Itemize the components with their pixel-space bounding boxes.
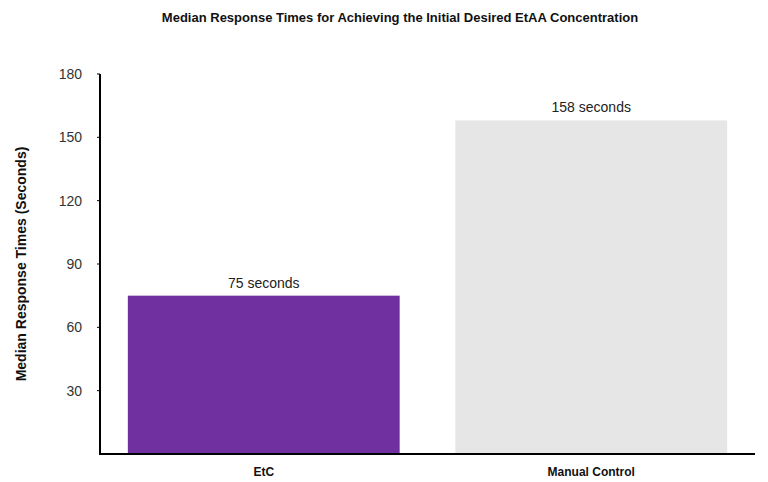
data-label: 75 seconds — [228, 275, 300, 291]
y-axis-line — [99, 74, 101, 455]
data-label: 158 seconds — [552, 99, 631, 115]
x-tick-label: Manual Control — [548, 465, 635, 479]
x-tick-label: EtC — [253, 465, 274, 479]
chart: Median Response Times for Achieving the … — [0, 0, 768, 482]
y-tick-label: 60 — [66, 319, 82, 335]
bar — [128, 296, 400, 454]
y-tick-label: 90 — [66, 256, 82, 272]
page: {"chart_data": {"type": "bar", "title": … — [0, 0, 768, 482]
y-tick-label: 120 — [59, 193, 83, 209]
y-axis-label: Median Response Times (Seconds) — [13, 147, 29, 382]
bars — [128, 120, 727, 454]
bar — [455, 120, 727, 454]
y-tick-label: 180 — [59, 66, 83, 82]
x-axis-line — [99, 453, 755, 455]
title: Median Response Times for Achieving the … — [162, 10, 638, 25]
y-tick-label: 150 — [59, 129, 83, 145]
y-tick-label: 30 — [66, 383, 82, 399]
background — [0, 0, 768, 482]
